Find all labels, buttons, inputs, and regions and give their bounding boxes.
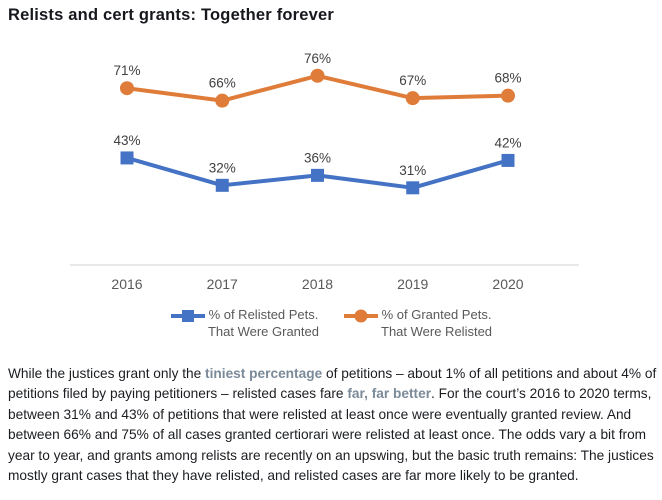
paragraph-text: . For the court’s 2016 to 2020 terms, be… [8, 386, 654, 484]
legend-label-line: That Were Granted [207, 324, 319, 339]
data-label: 42% [494, 135, 521, 150]
link-far-far-better[interactable]: far, far better [347, 386, 432, 402]
legend-label-line: % of Granted Pets. [381, 307, 492, 322]
data-label: 32% [209, 160, 236, 175]
chart-legend: % of Relisted Pets. That Were Granted % … [0, 306, 662, 340]
data-point-marker [215, 178, 229, 192]
legend-item-relisted-pets-granted: % of Relisted Pets. That Were Granted [170, 306, 319, 340]
data-label: 31% [399, 163, 426, 178]
data-label: 36% [304, 150, 331, 165]
line-chart: 2016 2017 2018 2019 2020 43% 32% 36% 31% 42% 71% 66… [70, 51, 579, 292]
paragraph-text: of petitions – about 1% of all petitions… [8, 366, 657, 402]
data-label: 71% [113, 63, 140, 78]
data-label: 67% [399, 73, 426, 88]
x-axis-label: 2018 [302, 276, 333, 292]
chart-title: Relists and cert grants: Together foreve… [8, 6, 335, 24]
legend-blue-square-marker-icon [170, 310, 205, 322]
data-point-marker [310, 68, 325, 83]
link-tiniest-percentage[interactable]: tiniest percentage [205, 366, 323, 381]
data-label: 68% [494, 71, 521, 86]
legend-label-line: % of Relisted Pets. [208, 307, 319, 322]
x-axis-label: 2016 [111, 276, 142, 292]
data-point-marker [215, 93, 230, 108]
x-axis-label: 2017 [207, 276, 238, 292]
data-point-marker [120, 81, 134, 96]
legend-item-granted-pets-relisted: % of Granted Pets. That Were Relisted [343, 306, 492, 340]
legend-orange-circle-marker-icon [344, 309, 378, 323]
x-axis-label: 2020 [492, 276, 523, 292]
data-point-marker [405, 91, 420, 106]
data-point-marker [120, 151, 134, 165]
data-point-marker [501, 153, 515, 167]
article-paragraph: While the justices grant only the tinies… [8, 364, 658, 486]
data-label: 76% [304, 51, 331, 66]
legend-label-line: That Were Relisted [381, 324, 493, 339]
data-label: 66% [209, 76, 236, 91]
chart-area: 2016 2017 2018 2019 2020 43% 32% 36% 31% 42% 71% 66… [0, 40, 662, 305]
data-point-marker [311, 168, 324, 182]
data-point-marker [501, 88, 515, 103]
data-label: 43% [113, 133, 140, 148]
paragraph-text: While the justices grant only the [8, 366, 206, 381]
data-point-marker [406, 181, 420, 195]
x-axis-label: 2019 [397, 276, 428, 292]
